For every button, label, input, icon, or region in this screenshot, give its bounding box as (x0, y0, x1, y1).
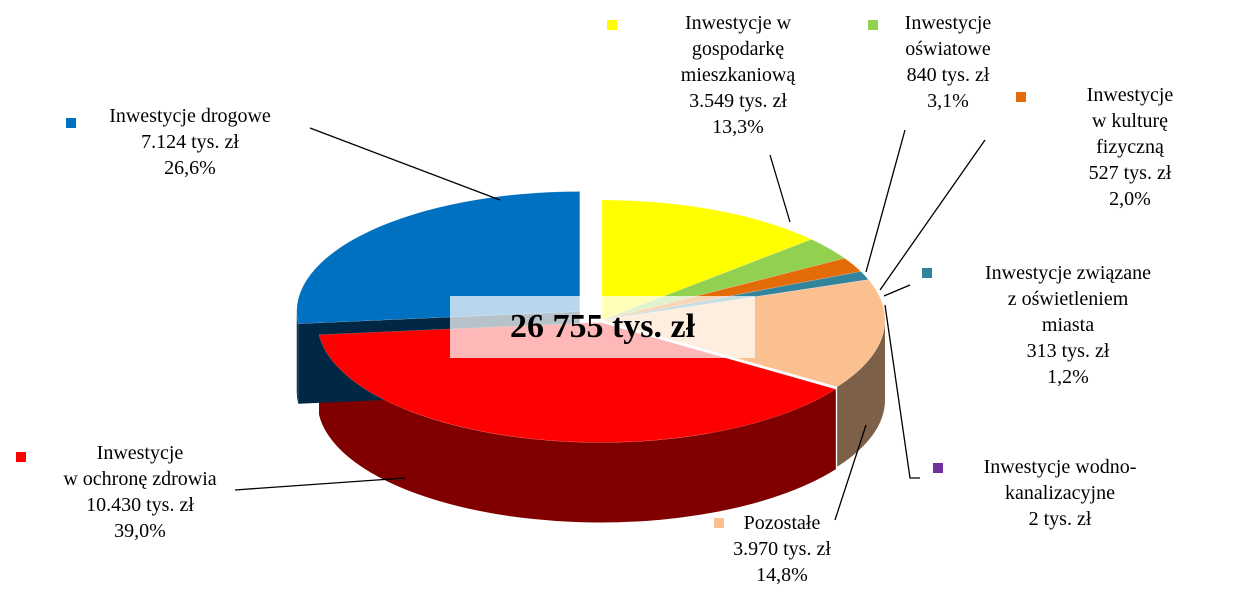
slice (318, 322, 837, 443)
slice-side (296, 311, 299, 404)
label-value: 840 tys. zł (906, 64, 990, 86)
slice-label: Inwestycje wodno- kanalizacyjne 2 tys. zł (984, 454, 1137, 532)
slice (601, 199, 813, 321)
legend-swatch (66, 118, 76, 128)
label-name: Inwestycje w gospodarkę mieszkaniową (680, 12, 796, 86)
legend-swatch (868, 20, 878, 30)
leader-line (884, 304, 920, 479)
slice-label: Pozostałe 3.970 tys. zł 14,8% (733, 510, 831, 588)
slice-side (319, 334, 836, 523)
leader-line (309, 127, 501, 201)
legend-swatch (1016, 92, 1026, 102)
legend-swatch (607, 20, 617, 30)
label-percent: 1,2% (1047, 366, 1089, 388)
leader-line (234, 477, 406, 491)
legend-swatch (933, 463, 943, 473)
label-value: 3.549 tys. zł (689, 90, 787, 112)
slice-label: Inwestycje związane z oświetleniem miast… (982, 260, 1154, 390)
leader-line (879, 139, 986, 291)
legend-swatch (714, 518, 724, 528)
slice-label: Inwestycje w gospodarkę mieszkaniową 3.54… (681, 10, 795, 140)
slice-label: Inwestycje w kulturę fizyczną 527 tys. zł… (1075, 82, 1185, 212)
label-percent: 39,0% (114, 520, 166, 542)
slice-label: Inwestycje oświatowe 840 tys. zł 3,1% (905, 10, 992, 114)
label-percent: 2,0% (1109, 188, 1151, 210)
leader-line (769, 154, 791, 223)
label-percent: 3,1% (927, 90, 969, 112)
slice-label: Inwestycje w ochronę zdrowia 10.430 tys. … (63, 440, 216, 544)
leader-line (883, 284, 911, 297)
label-value: 7.124 tys. zł (141, 131, 239, 153)
label-name: Inwestycje w ochronę zdrowia (63, 442, 217, 490)
legend-swatch (922, 268, 932, 278)
leader-line (865, 129, 906, 273)
label-value: 3.970 tys. zł (733, 538, 831, 560)
leader-line (834, 424, 867, 521)
label-name: Inwestycje wodno- kanalizacyjne (983, 456, 1137, 504)
label-value: 313 tys. zł (1026, 340, 1110, 362)
slice-side (837, 320, 885, 467)
center-label: 26 755 tys. zł (450, 296, 755, 358)
label-value: 10.430 tys. zł (86, 494, 194, 516)
label-percent: 14,8% (756, 564, 808, 586)
label-value: 2 tys. zł (1028, 508, 1092, 530)
label-percent: 26,6% (164, 157, 216, 179)
label-value: 527 tys. zł (1088, 162, 1172, 184)
label-name: Inwestycje oświatowe (904, 12, 992, 60)
label-name: Inwestycje w kulturę fizyczną (1086, 84, 1174, 158)
label-name: Inwestycje związane z oświetleniem miast… (984, 262, 1151, 336)
legend-swatch (16, 452, 26, 462)
slice (296, 191, 580, 324)
label-name: Inwestycje drogowe (109, 105, 271, 127)
label-percent: 13,3% (712, 116, 764, 138)
slice-label: Inwestycje drogowe 7.124 tys. zł 26,6% (109, 103, 271, 181)
label-name: Pozostałe (743, 512, 821, 534)
